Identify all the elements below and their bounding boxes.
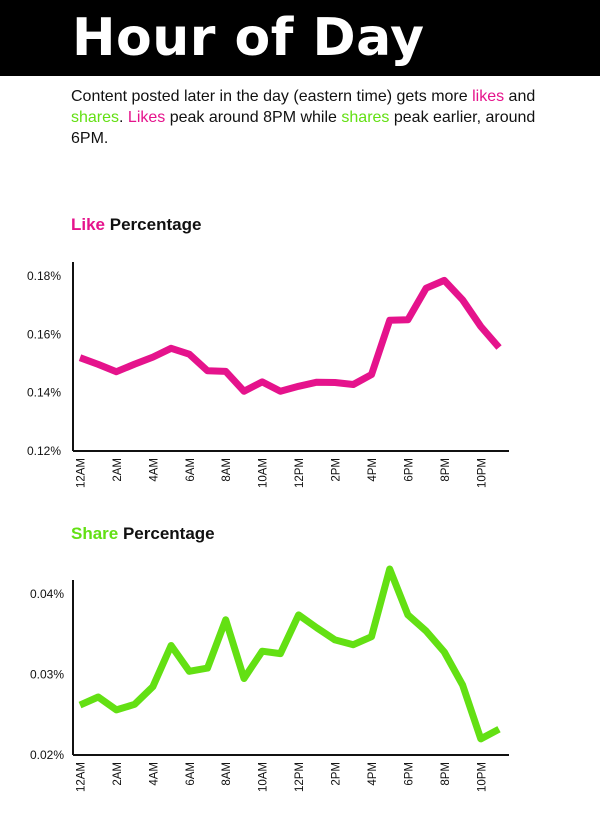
x-tick-label: 2PM — [331, 762, 343, 786]
share-chart-title-colored: Share — [71, 524, 119, 543]
y-tick-label: 0.18% — [27, 269, 61, 283]
intro-likes: likes — [472, 88, 505, 105]
series-line — [78, 276, 502, 395]
title-banner: Hour of Day — [0, 0, 600, 76]
x-tick-label: 6AM — [185, 762, 197, 786]
intro-shares-2: shares — [341, 109, 390, 126]
x-tick-label: 6PM — [403, 458, 415, 482]
y-tick-label: 0.12% — [27, 444, 61, 458]
x-tick-label: 10PM — [476, 762, 488, 792]
y-tick-label: 0.14% — [27, 386, 61, 400]
x-tick-label: 6AM — [185, 458, 197, 482]
page-title: Hour of Day — [72, 8, 425, 68]
share-chart-title-rest: Percentage — [118, 524, 215, 543]
intro-text-5: peak earlier, around 6PM. — [71, 109, 536, 147]
y-tick-label: 0.04% — [30, 587, 64, 601]
x-tick-label: 8AM — [221, 458, 233, 482]
y-tick-label: 0.02% — [30, 748, 64, 762]
x-tick-label: 10AM — [258, 458, 270, 488]
x-tick-label: 8PM — [440, 458, 452, 482]
x-tick-label: 8AM — [221, 762, 233, 786]
x-tick-label: 12AM — [76, 458, 88, 488]
x-tick-label: 12AM — [76, 762, 88, 792]
x-tick-label: 2PM — [331, 458, 343, 482]
x-tick-label: 2AM — [112, 458, 124, 482]
share-chart-title: Share Percentage — [71, 524, 215, 544]
intro-text-4: peak around 8PM while — [165, 109, 342, 126]
x-tick-label: 6PM — [403, 762, 415, 786]
y-tick-label: 0.03% — [30, 668, 64, 682]
like-percentage-chart: 0.12% 0.14% 0.16% 0.18% 12AM 2AM 4AM 6AM 8AM 10AM… — [27, 262, 509, 488]
share-percentage-chart: 0.02% 0.03% 0.04% 12AM 2AM 4AM 6AM 8AM 10AM 12PM 2… — [30, 565, 509, 792]
intro-shares: shares — [71, 109, 120, 126]
series-line — [78, 565, 501, 743]
intro-text: Content posted later in the day (eastern… — [71, 86, 541, 149]
x-tick-label: 4PM — [367, 762, 379, 786]
y-tick-label: 0.16% — [27, 327, 61, 341]
like-chart-title-colored: Like — [71, 215, 106, 234]
like-chart-title-rest: Percentage — [105, 215, 202, 234]
x-tick-label: 4PM — [367, 458, 379, 482]
x-tick-label: 10AM — [258, 762, 270, 792]
x-tick-label: 2AM — [112, 762, 124, 786]
x-tick-label: 12PM — [294, 458, 306, 488]
x-tick-label: 4AM — [148, 458, 160, 482]
intro-text-1: Content posted later in the day (eastern… — [71, 88, 473, 105]
like-chart-title: Like Percentage — [71, 215, 201, 235]
intro-text-2: and — [504, 88, 536, 105]
x-tick-label: 10PM — [476, 458, 488, 488]
intro-likes-2: Likes — [127, 109, 166, 126]
x-tick-label: 12PM — [294, 762, 306, 792]
x-tick-label: 8PM — [440, 762, 452, 786]
intro-text-3: . — [119, 109, 128, 126]
x-tick-label: 4AM — [148, 762, 160, 786]
